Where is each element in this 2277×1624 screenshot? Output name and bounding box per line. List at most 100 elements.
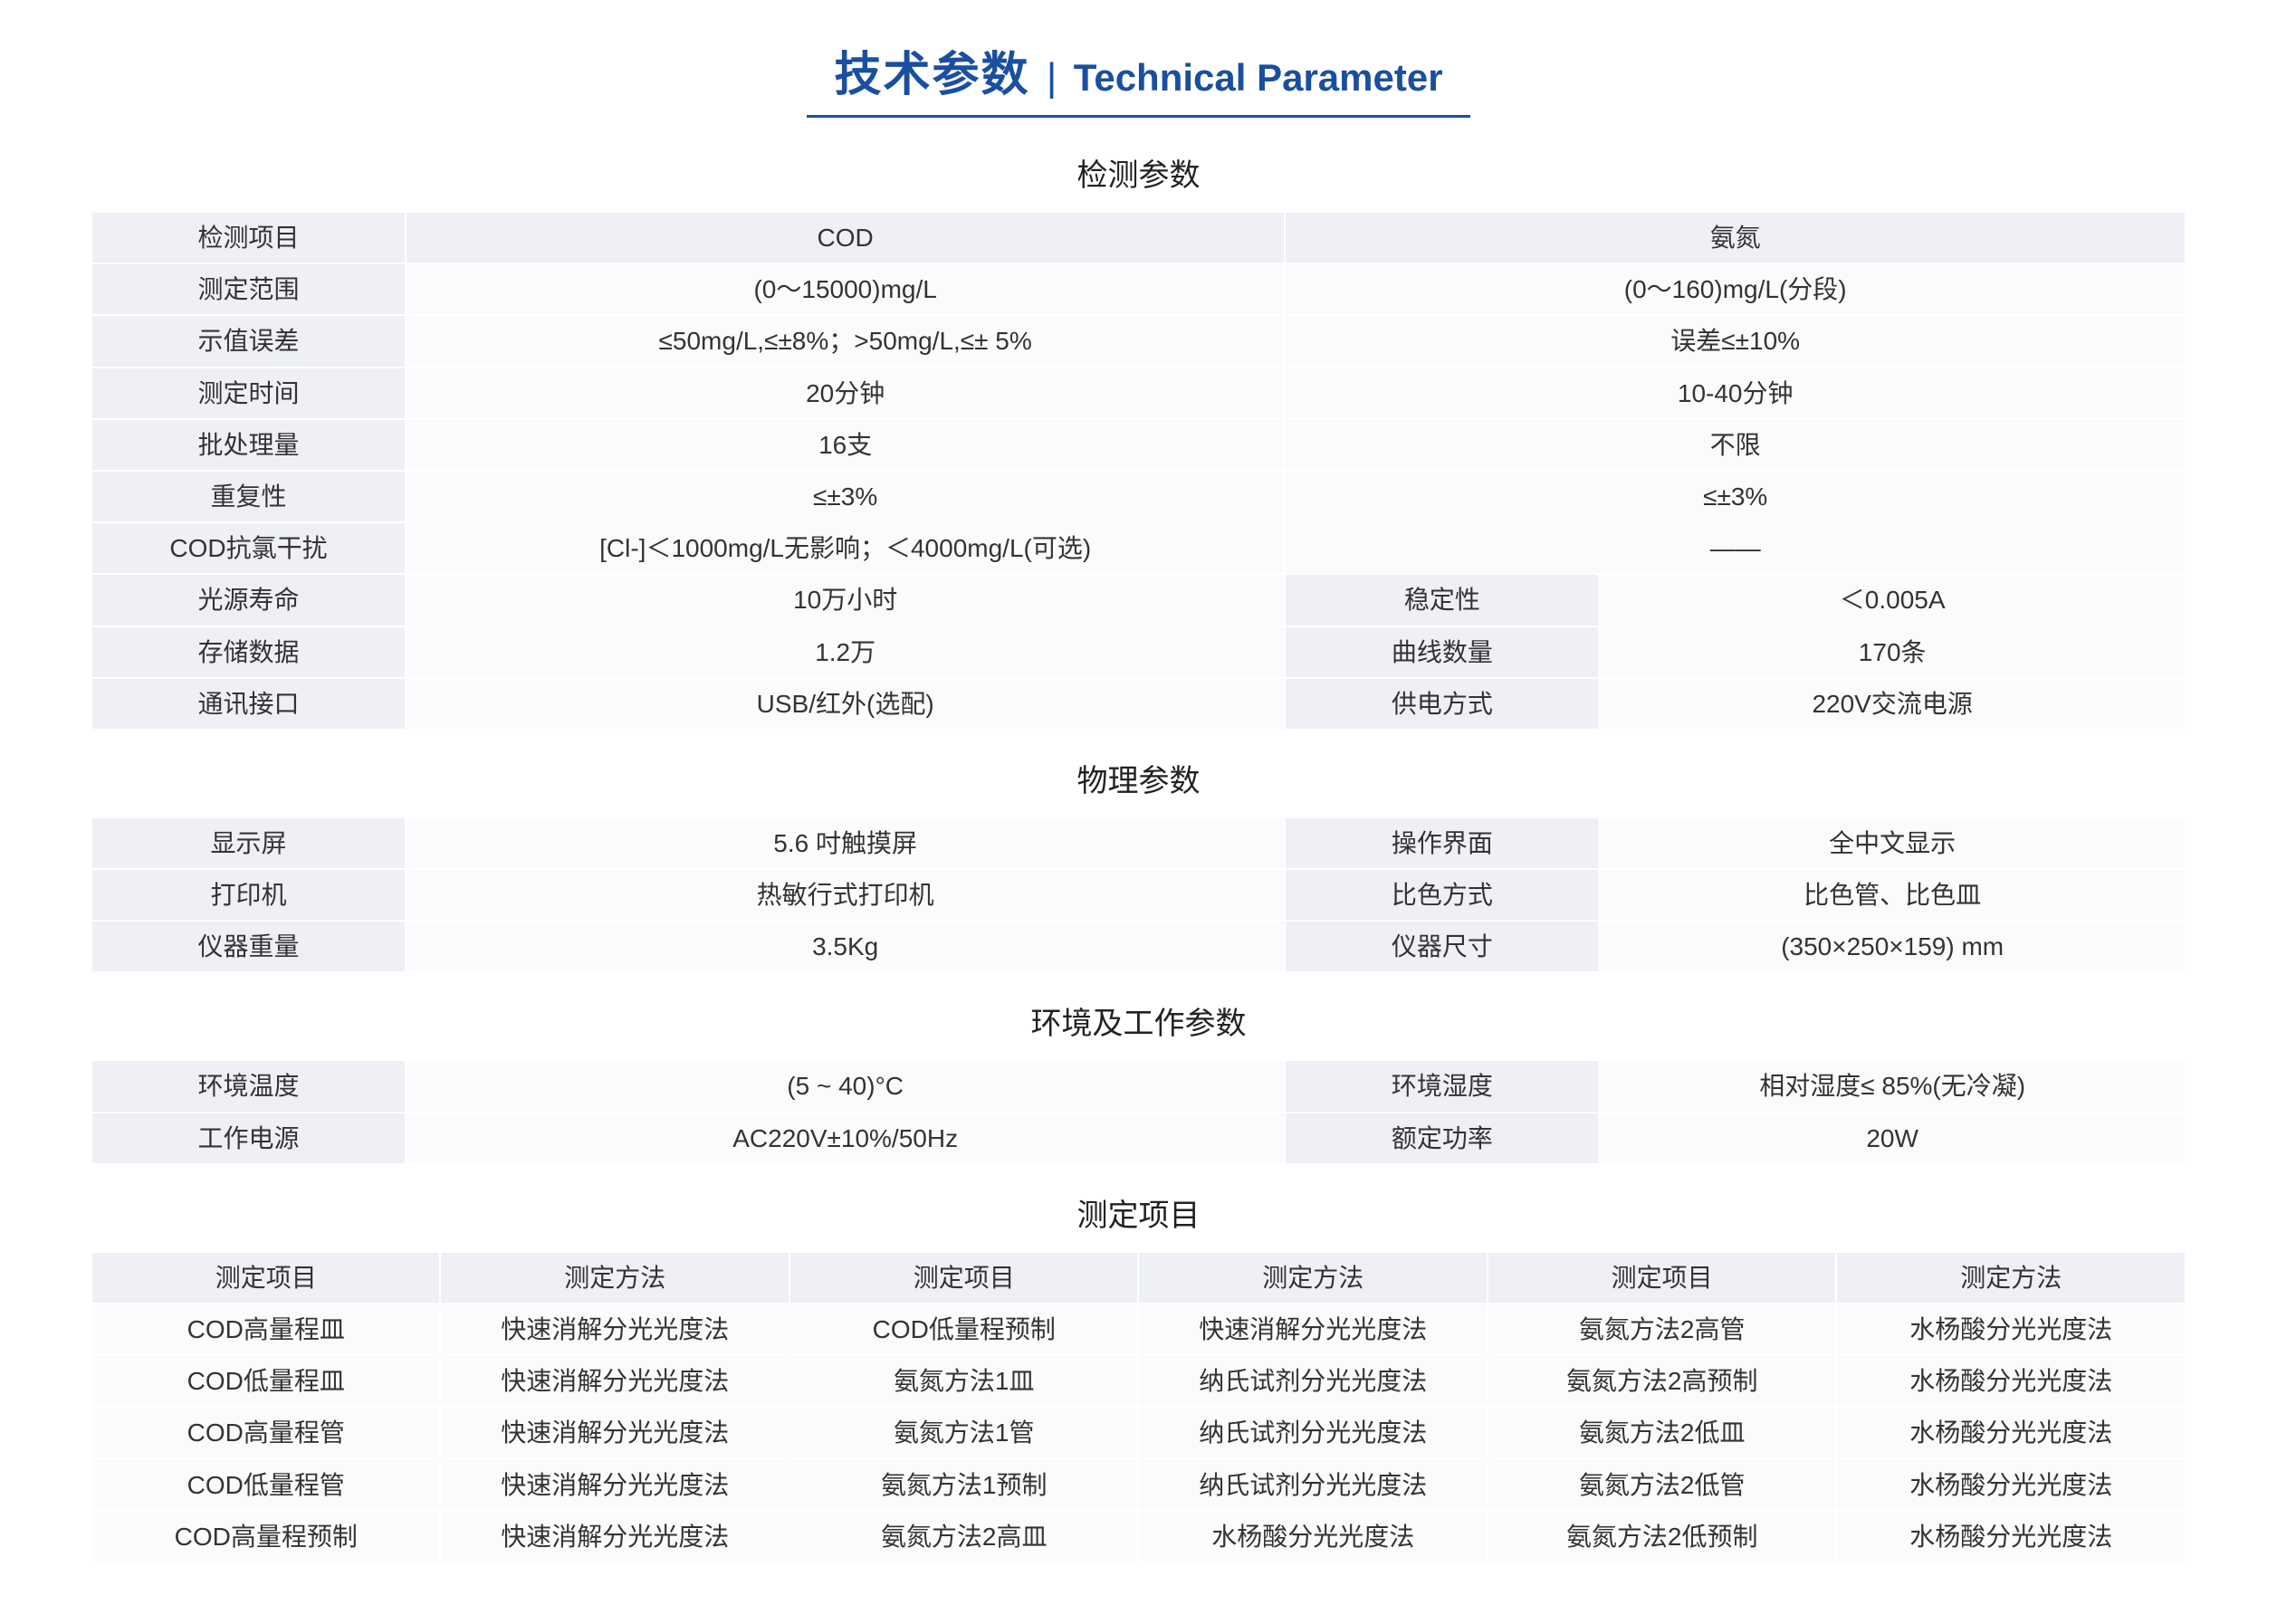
table-row: 通讯接口 USB/红外(选配) 供电方式 220V交流电源 (91, 678, 2186, 730)
cell-value: 水杨酸分光光度法 (1836, 1304, 2186, 1355)
cell-label: 比色方式 (1285, 869, 1599, 921)
cell-label: 曲线数量 (1285, 626, 1599, 678)
cell-value: USB/红外(选配) (406, 678, 1285, 730)
cell-label: 打印机 (91, 869, 406, 921)
cell-header: 测定项目 (91, 1252, 440, 1304)
cell-label: 示值误差 (91, 315, 406, 367)
table-row: 光源寿命 10万小时 稳定性 ＜0.005A (91, 574, 2186, 626)
cell-label: 测定时间 (91, 368, 406, 419)
cell-label: 通讯接口 (91, 678, 406, 730)
cell-value: 热敏行式打印机 (406, 869, 1285, 921)
table-row: 环境温度 (5 ~ 40)°C 环境湿度 相对湿度≤ 85%(无冷凝) (91, 1060, 2186, 1112)
main-title: 技术参数 | Technical Parameter (91, 36, 2186, 125)
cell-value: 氨氮方法1预制 (789, 1459, 1138, 1511)
cell-label: COD抗氯干扰 (91, 522, 406, 574)
table-row: 工作电源 AC220V±10%/50Hz 额定功率 20W (91, 1113, 2186, 1164)
cell-header: 测定方法 (1836, 1252, 2186, 1304)
cell-label: 环境湿度 (1285, 1060, 1599, 1112)
cell-value: 氨氮方法2高皿 (789, 1511, 1138, 1562)
cell-value: (0～15000)mg/L (406, 263, 1285, 315)
cell-label: 检测项目 (91, 212, 406, 263)
table-row: COD低量程皿 快速消解分光光度法 氨氮方法1皿 纳氏试剂分光光度法 氨氮方法2… (91, 1355, 2186, 1407)
cell-value: 快速消解分光光度法 (440, 1459, 789, 1511)
cell-label: 测定范围 (91, 263, 406, 315)
cell-value: 相对湿度≤ 85%(无冷凝) (1599, 1060, 2186, 1112)
cell-header: 测定项目 (789, 1252, 1138, 1304)
table-row: 重复性 ≤±3% ≤±3% (91, 471, 2186, 522)
cell-label: 重复性 (91, 471, 406, 522)
cell-label: 操作界面 (1285, 817, 1599, 869)
cell-value: COD高量程皿 (91, 1304, 440, 1355)
cell-value: (0～160)mg/L(分段) (1285, 263, 2186, 315)
cell-value: 3.5Kg (406, 921, 1285, 972)
table-row: 显示屏 5.6 吋触摸屏 操作界面 全中文显示 (91, 817, 2186, 869)
cell-value: ≤±3% (1285, 471, 2186, 522)
cell-value: 10-40分钟 (1285, 368, 2186, 419)
cell-label: 额定功率 (1285, 1113, 1599, 1164)
cell-label: 工作电源 (91, 1113, 406, 1164)
table-row: 批处理量 16支 不限 (91, 419, 2186, 471)
cell-label: 稳定性 (1285, 574, 1599, 626)
cell-value: 不限 (1285, 419, 2186, 471)
main-title-inner: 技术参数 | Technical Parameter (807, 36, 1469, 118)
cell-value: 水杨酸分光光度法 (1836, 1511, 2186, 1562)
cell-value: 比色管、比色皿 (1599, 869, 2186, 921)
cell-value: 水杨酸分光光度法 (1836, 1459, 2186, 1511)
cell-value: 20分钟 (406, 368, 1285, 419)
table-row: COD高量程皿 快速消解分光光度法 COD低量程预制 快速消解分光光度法 氨氮方… (91, 1304, 2186, 1355)
cell-value: ≤±3% (406, 471, 1285, 522)
section-title-physical: 物理参数 (91, 756, 2186, 800)
table-row: 打印机 热敏行式打印机 比色方式 比色管、比色皿 (91, 869, 2186, 921)
cell-value: —— (1285, 522, 2186, 574)
cell-label: 显示屏 (91, 817, 406, 869)
cell-value: 170条 (1599, 626, 2186, 678)
cell-value: 水杨酸分光光度法 (1138, 1511, 1487, 1562)
section-title-detect: 检测参数 (91, 150, 2186, 195)
cell-value: 纳氏试剂分光光度法 (1138, 1459, 1487, 1511)
table-row: COD低量程管 快速消解分光光度法 氨氮方法1预制 纳氏试剂分光光度法 氨氮方法… (91, 1459, 2186, 1511)
cell-value: 氨氮方法1皿 (789, 1355, 1138, 1407)
cell-value: COD高量程预制 (91, 1511, 440, 1562)
cell-value: COD低量程管 (91, 1459, 440, 1511)
cell-label: 供电方式 (1285, 678, 1599, 730)
table-row: COD高量程预制 快速消解分光光度法 氨氮方法2高皿 水杨酸分光光度法 氨氮方法… (91, 1511, 2186, 1562)
cell-header: 测定方法 (1138, 1252, 1487, 1304)
cell-header: COD (406, 212, 1285, 263)
cell-value: 水杨酸分光光度法 (1836, 1355, 2186, 1407)
cell-value: COD低量程皿 (91, 1355, 440, 1407)
cell-value: 快速消解分光光度法 (440, 1407, 789, 1458)
table-items: 测定项目 测定方法 测定项目 测定方法 测定项目 测定方法 COD高量程皿 快速… (91, 1251, 2186, 1563)
cell-value: 快速消解分光光度法 (440, 1511, 789, 1562)
cell-value: 纳氏试剂分光光度法 (1138, 1407, 1487, 1458)
section-title-items: 测定项目 (91, 1190, 2186, 1235)
cell-value: 快速消解分光光度法 (1138, 1304, 1487, 1355)
table-row: 仪器重量 3.5Kg 仪器尺寸 (350×250×159) mm (91, 921, 2186, 972)
title-cn: 技术参数 (834, 49, 1029, 101)
cell-value: 1.2万 (406, 626, 1285, 678)
cell-value: 快速消解分光光度法 (440, 1355, 789, 1407)
cell-value: 5.6 吋触摸屏 (406, 817, 1285, 869)
cell-value: 氨氮方法2低管 (1488, 1459, 1836, 1511)
cell-label: 仪器尺寸 (1285, 921, 1599, 972)
table-row: COD高量程管 快速消解分光光度法 氨氮方法1管 纳氏试剂分光光度法 氨氮方法2… (91, 1407, 2186, 1458)
title-divider: | (1047, 55, 1057, 100)
cell-value: 氨氮方法2高管 (1488, 1304, 1836, 1355)
cell-value: COD高量程管 (91, 1407, 440, 1458)
cell-value: COD低量程预制 (789, 1304, 1138, 1355)
cell-value: 全中文显示 (1599, 817, 2186, 869)
table-row: 存储数据 1.2万 曲线数量 170条 (91, 626, 2186, 678)
cell-value: 氨氮方法1管 (789, 1407, 1138, 1458)
table-row: 示值误差 ≤50mg/L,≤±8%；>50mg/L,≤± 5% 误差≤±10% (91, 315, 2186, 367)
cell-header: 测定项目 (1488, 1252, 1836, 1304)
cell-header: 测定方法 (440, 1252, 789, 1304)
table-row: 测定时间 20分钟 10-40分钟 (91, 368, 2186, 419)
cell-value: 20W (1599, 1113, 2186, 1164)
table-physical: 显示屏 5.6 吋触摸屏 操作界面 全中文显示 打印机 热敏行式打印机 比色方式… (91, 817, 2186, 974)
table-row: 检测项目 COD 氨氮 (91, 212, 2186, 263)
cell-value: 纳氏试剂分光光度法 (1138, 1355, 1487, 1407)
cell-value: (5 ~ 40)°C (406, 1060, 1285, 1112)
cell-value: 水杨酸分光光度法 (1836, 1407, 2186, 1458)
cell-value: ＜0.005A (1599, 574, 2186, 626)
cell-value: 氨氮方法2高预制 (1488, 1355, 1836, 1407)
cell-label: 仪器重量 (91, 921, 406, 972)
